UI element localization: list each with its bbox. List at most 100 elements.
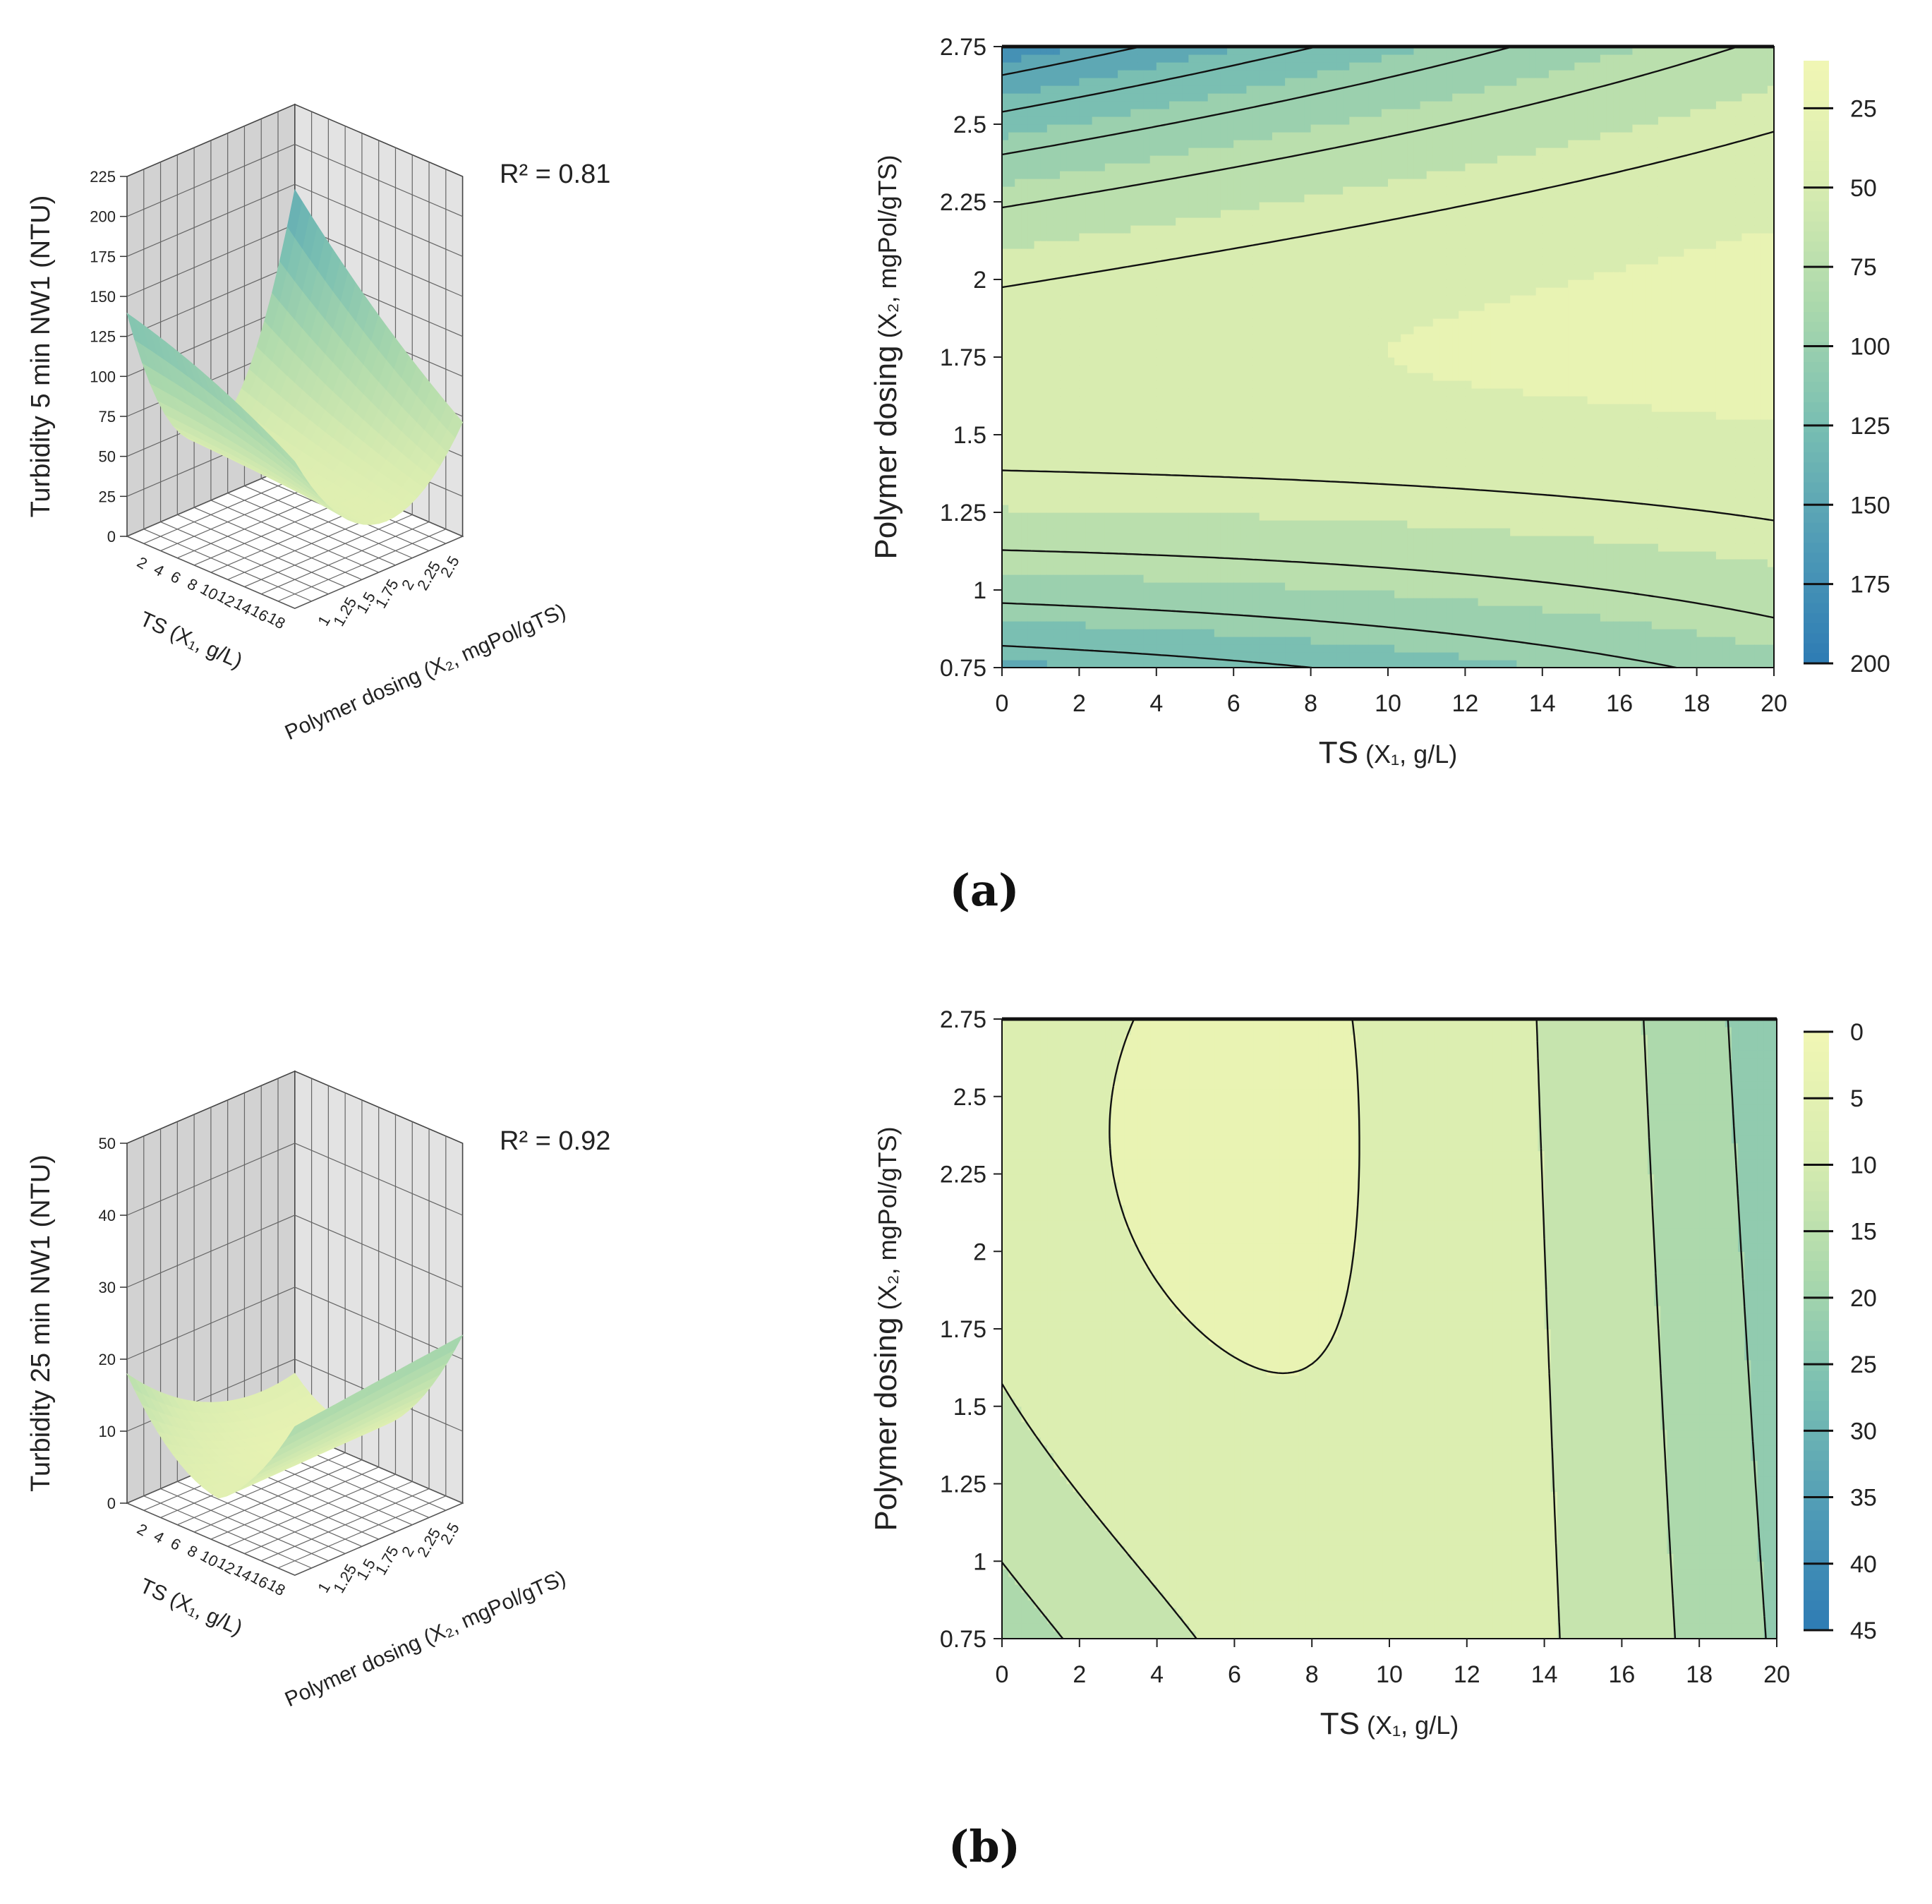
contour-cell (1060, 442, 1067, 451)
contour-cell (1015, 132, 1022, 140)
contour-cell (1021, 396, 1028, 404)
contour-cell (1053, 536, 1061, 544)
contour-cell (1066, 186, 1073, 195)
contour-cell (1008, 311, 1015, 319)
contour-cell (1073, 543, 1080, 552)
contour-cell (1002, 497, 1009, 505)
contour-cell (1034, 474, 1042, 482)
contour-cell (1034, 411, 1042, 420)
contour-cell (1034, 505, 1042, 513)
contour-cell (1053, 85, 1061, 94)
contour-cell (1047, 582, 1054, 591)
contour-cell (1060, 652, 1067, 661)
contour-cell (1015, 171, 1022, 179)
contour-cell (1021, 481, 1028, 490)
contour-cell (1002, 256, 1009, 265)
contour-cell (1034, 210, 1042, 218)
contour-cell (1034, 404, 1042, 412)
contour-cell (1066, 559, 1073, 567)
contour-cell (1008, 605, 1015, 614)
contour-plot-a: 0 2 4 6 8 10 12 14 16 18 200.7511.251.51.7522.252.… (869, 34, 1890, 770)
contour-cell (1073, 520, 1080, 529)
contour-cell (1053, 543, 1061, 552)
contour-cell (1027, 419, 1034, 428)
contour-cell (1066, 637, 1073, 645)
contour-cell (1041, 210, 1048, 218)
contour-cell (1053, 652, 1061, 661)
contour-cell (1060, 78, 1067, 86)
contour-cell (1066, 512, 1073, 521)
r-squared-label: R² = 0.81 (500, 159, 610, 189)
contour-cell (1060, 217, 1067, 226)
contour-cell (1027, 85, 1034, 94)
contour-cell (1066, 613, 1073, 622)
contour-cell (1021, 342, 1028, 350)
contour-cell (1053, 155, 1061, 164)
contour-cell (1027, 536, 1034, 544)
contour-cell (1015, 621, 1022, 629)
contour-cell (1021, 373, 1028, 381)
contour-cell (1041, 489, 1048, 498)
contour-cell (1015, 62, 1022, 71)
contour-cell (1021, 551, 1028, 560)
contour-cell (1002, 582, 1009, 591)
contour-cell (1066, 116, 1073, 125)
contour-cell (1027, 559, 1034, 567)
contour-cell (1027, 582, 1034, 591)
contour-cell (1034, 357, 1042, 366)
contour-cell (1008, 474, 1015, 482)
contour-cell (1034, 85, 1042, 94)
contour-cell (1073, 559, 1080, 567)
contour-cell (1060, 489, 1067, 498)
contour-cell (1021, 605, 1028, 614)
contour-cell (1034, 613, 1042, 622)
contour-cell (1015, 629, 1022, 637)
contour-cell (1008, 132, 1015, 140)
contour-cell (1008, 419, 1015, 428)
contour-cell (1027, 567, 1034, 575)
contour-cell (1021, 411, 1028, 420)
contour-cell (1034, 78, 1042, 86)
contour-cell (1034, 536, 1042, 544)
contour-cell (1047, 311, 1054, 319)
contour-cell (1066, 78, 1073, 86)
contour-cell (1027, 256, 1034, 265)
contour-cell (1008, 318, 1015, 327)
contour-cell (1047, 396, 1054, 404)
contour-cell (1047, 155, 1054, 164)
contour-cell (1008, 210, 1015, 218)
contour-cell (1027, 93, 1034, 102)
contour-cell (1047, 349, 1054, 358)
contour-cell (1015, 396, 1022, 404)
contour-cell (1066, 489, 1073, 498)
contour-cell (1073, 505, 1080, 513)
contour-cell (1066, 536, 1073, 544)
contour-cell (1034, 629, 1042, 637)
z-tick-label: 125 (90, 328, 116, 346)
contour-cell (1060, 342, 1067, 350)
contour-cell (1008, 248, 1015, 257)
contour-cell (1034, 124, 1042, 133)
contour-cell (1002, 171, 1009, 179)
contour-cell (1066, 295, 1073, 303)
z-tick-label: 50 (99, 448, 116, 466)
contour-cell (1002, 442, 1009, 451)
contour-cell (1053, 326, 1061, 335)
contour-cell (1027, 528, 1034, 536)
contour-cell (1021, 419, 1028, 428)
contour-cell (1027, 512, 1034, 521)
contour-cell (1015, 186, 1022, 195)
contour-cell (1066, 380, 1073, 389)
contour-cell (1002, 481, 1009, 490)
contour-cell (1060, 295, 1067, 303)
contour-cell (1066, 474, 1073, 482)
contour-cell (1041, 171, 1048, 179)
contour-cell (1008, 427, 1015, 435)
contour-cell (1027, 101, 1034, 109)
contour-cell (1060, 380, 1067, 389)
contour-cell (1021, 489, 1028, 498)
contour-cell (1021, 435, 1028, 443)
contour-cell (1021, 287, 1028, 296)
contour-cell (1060, 637, 1067, 645)
contour-cell (1060, 427, 1067, 435)
